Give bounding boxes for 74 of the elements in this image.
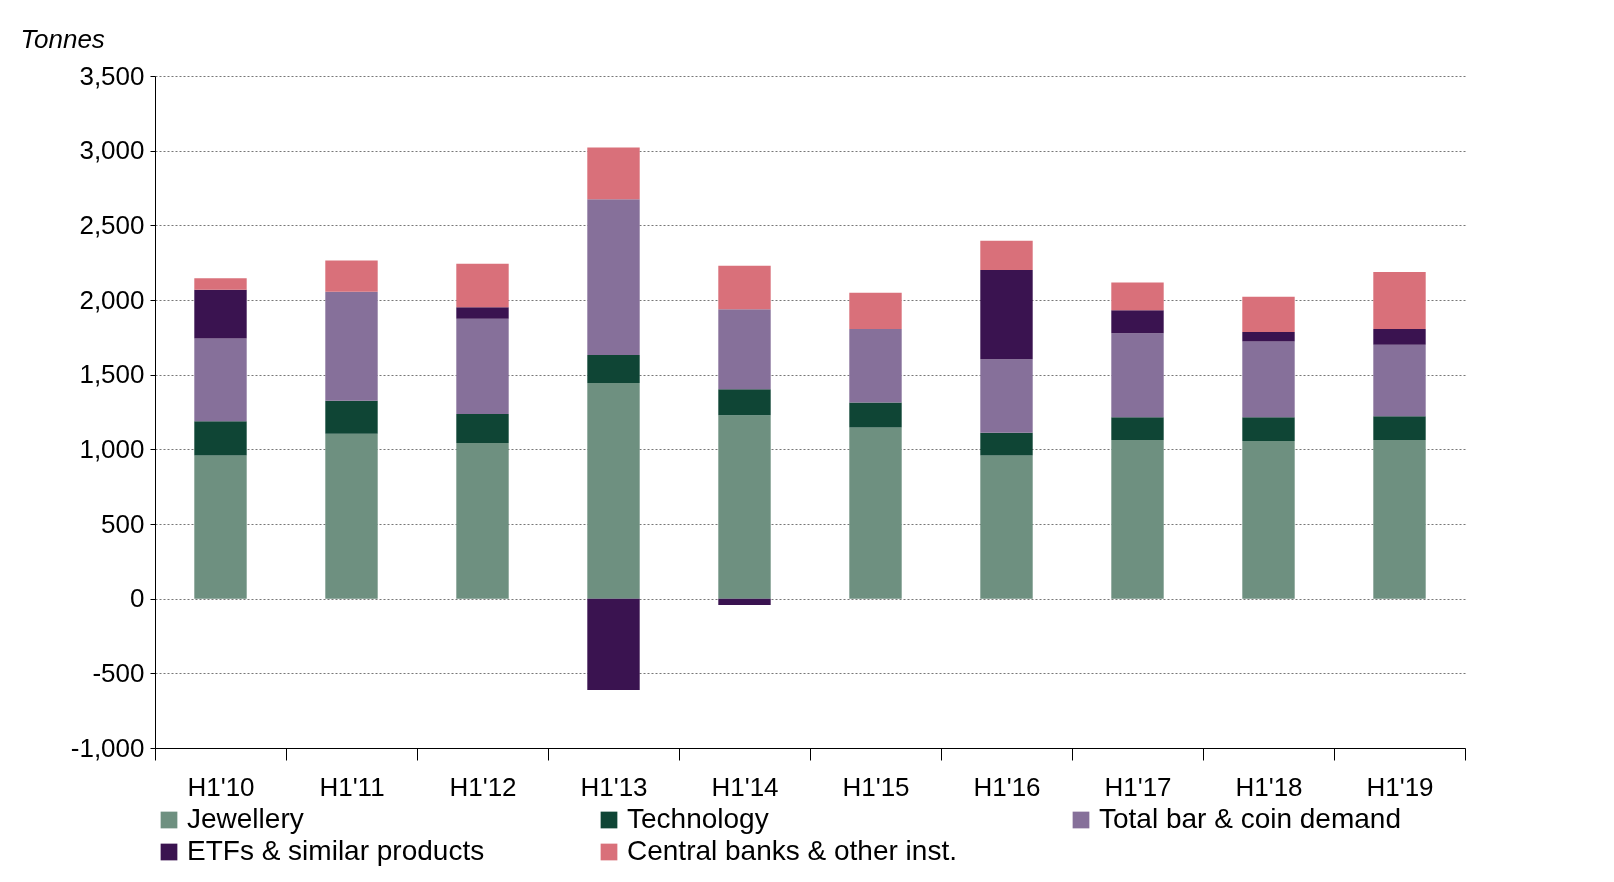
legend-label: Central banks & other inst.: [627, 835, 957, 866]
bar: [456, 263, 509, 308]
y-tick-label: 1,500: [79, 359, 145, 390]
bar: [587, 147, 640, 200]
x-tick-label: H1'10: [187, 771, 255, 802]
bar: [1242, 440, 1295, 599]
y-tick-label: 2,000: [79, 284, 145, 315]
y-tick-label: -500: [92, 657, 145, 688]
y-tick-label: 0: [130, 583, 145, 614]
bar: [1111, 417, 1164, 440]
legend-label: Total bar & coin demand: [1099, 803, 1401, 834]
bar: [718, 265, 771, 310]
bar: [1242, 341, 1295, 418]
bar: [980, 240, 1033, 270]
legend-label: Technology: [627, 803, 769, 834]
bar: [849, 427, 902, 599]
bar: [1242, 332, 1295, 342]
bar: [194, 278, 247, 290]
bar: [194, 289, 247, 339]
bar: [1373, 328, 1426, 345]
bar: [980, 455, 1033, 599]
bar: [325, 433, 378, 599]
y-axis-title: Tonnes: [20, 23, 105, 54]
bar: [194, 338, 247, 422]
bar: [849, 328, 902, 403]
bar: [325, 400, 378, 434]
bar: [1111, 333, 1164, 418]
bar: [456, 307, 509, 319]
bar: [194, 421, 247, 456]
bar: [587, 598, 640, 690]
bar: [718, 598, 771, 605]
bar: [718, 309, 771, 390]
y-tick-label: 1,000: [79, 433, 145, 464]
bar: [1373, 439, 1426, 599]
y-tick-label: 3,000: [79, 135, 145, 166]
legend-label: ETFs & similar products: [187, 835, 485, 866]
bar: [1373, 416, 1426, 440]
bar: [1373, 271, 1426, 329]
bar: [1111, 310, 1164, 334]
bar: [718, 389, 771, 416]
x-tick-label: H1'12: [449, 771, 517, 802]
bar: [1373, 344, 1426, 417]
bar: [718, 415, 771, 599]
x-tick-label: H1'16: [973, 771, 1041, 802]
bar: [587, 199, 640, 355]
bar: [587, 383, 640, 599]
y-tick-label: 500: [101, 508, 145, 539]
bar: [980, 269, 1033, 360]
bar: [849, 402, 902, 428]
y-tick-label: 3,500: [79, 60, 145, 91]
bar: [1242, 296, 1295, 333]
bar: [1111, 282, 1164, 311]
bar: [325, 260, 378, 292]
bar: [456, 443, 509, 599]
legend-label: Jewellery: [187, 803, 304, 834]
bar: [194, 455, 247, 599]
bar: [456, 414, 509, 444]
x-tick-label: H1'18: [1235, 771, 1303, 802]
bar: [1242, 417, 1295, 441]
x-tick-label: H1'15: [842, 771, 910, 802]
x-tick-label: H1'13: [580, 771, 648, 802]
y-tick-label: -1,000: [70, 732, 145, 763]
bar: [587, 354, 640, 384]
bar: [1111, 439, 1164, 599]
x-tick-label: H1'17: [1104, 771, 1172, 802]
bar: [980, 432, 1033, 456]
bar: [456, 318, 509, 415]
x-tick-label: H1'14: [711, 771, 779, 802]
bar: [980, 359, 1033, 433]
bar: [849, 292, 902, 329]
x-tick-label: H1'19: [1366, 771, 1434, 802]
y-tick-label: 2,500: [79, 209, 145, 240]
x-tick-label: H1'11: [319, 771, 385, 802]
bar: [325, 291, 378, 401]
